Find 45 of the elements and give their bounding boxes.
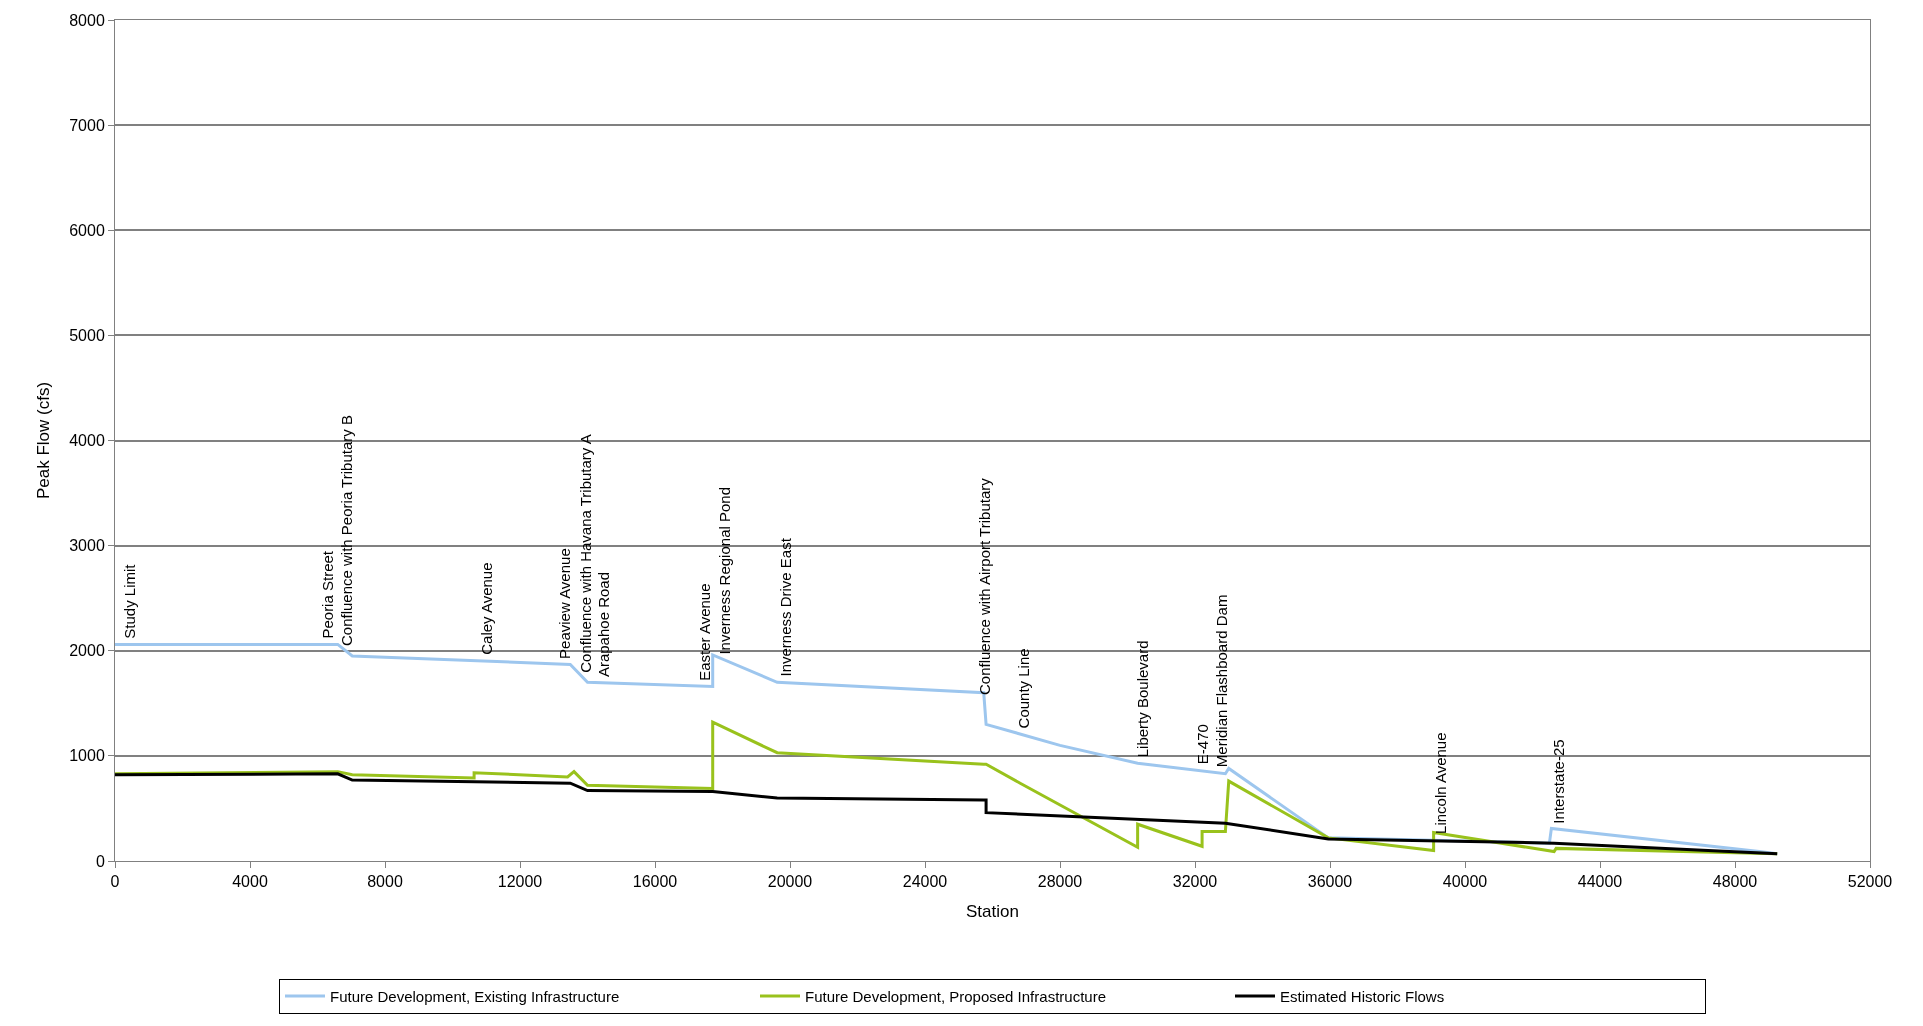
annotation: Inverness Regional Pond	[716, 486, 734, 655]
y-tick-label: 6000	[69, 221, 105, 239]
annotation: Liberty Boulevard	[1133, 640, 1151, 758]
y-tick-label: 4000	[69, 432, 105, 450]
x-tick-label: 28000	[1037, 873, 1083, 891]
x-tick-label: 16000	[632, 873, 678, 891]
annotation: Meridian Flashboard Dam	[1212, 594, 1230, 768]
y-tick-label: 1000	[69, 747, 105, 765]
y-tick-label: 3000	[69, 537, 105, 555]
annotation: Interstate-25	[1549, 739, 1567, 824]
annotation: County Line	[1014, 648, 1032, 729]
x-tick-label: 0	[110, 873, 120, 891]
x-tick-label: 32000	[1172, 873, 1218, 891]
annotation: Easter Avenue	[695, 583, 713, 681]
annotation: Confluence with Havana Tributary A	[576, 434, 594, 673]
x-tick-label: 36000	[1307, 873, 1353, 891]
y-tick-label: 5000	[69, 326, 105, 344]
x-tick-label: 44000	[1577, 873, 1623, 891]
x-tick-label: 40000	[1442, 873, 1488, 891]
y-tick-label: 2000	[69, 642, 105, 660]
x-tick-label: 12000	[497, 873, 543, 891]
annotation: Confluence with Peoria Tributary B	[338, 415, 356, 647]
x-axis-title: Station	[966, 901, 1019, 921]
legend-label: Future Development, Existing Infrastructure	[330, 987, 620, 1005]
x-tick-label: 4000	[232, 873, 268, 891]
x-tick-label: 52000	[1847, 873, 1893, 891]
x-tick-label: 48000	[1712, 873, 1758, 891]
annotation: Inverness Drive East	[776, 537, 794, 677]
annotation: Lincoln Avenue	[1431, 732, 1449, 834]
y-tick-label: 7000	[69, 116, 105, 134]
annotation: Peaview Avenue	[556, 548, 574, 659]
x-tick-label: 24000	[902, 873, 948, 891]
legend-label: Estimated Historic Flows	[1280, 987, 1445, 1005]
annotation: E-470	[1194, 724, 1211, 765]
x-tick-label: 8000	[367, 873, 403, 891]
y-tick-label: 8000	[69, 11, 105, 29]
annotation: Study Limit	[120, 563, 138, 639]
annotation: Confluence with Airport Tributary	[975, 477, 993, 696]
legend-label: Future Development, Proposed Infrastructure	[805, 987, 1106, 1005]
x-tick-label: 20000	[767, 873, 813, 891]
annotation: Peoria Street	[318, 550, 336, 639]
y-tick-label: 0	[95, 852, 105, 870]
annotation: Caley Avenue	[478, 562, 496, 655]
annotation: Arapahoe Road	[595, 571, 613, 678]
y-axis-title: Peak Flow (cfs)	[33, 381, 53, 500]
